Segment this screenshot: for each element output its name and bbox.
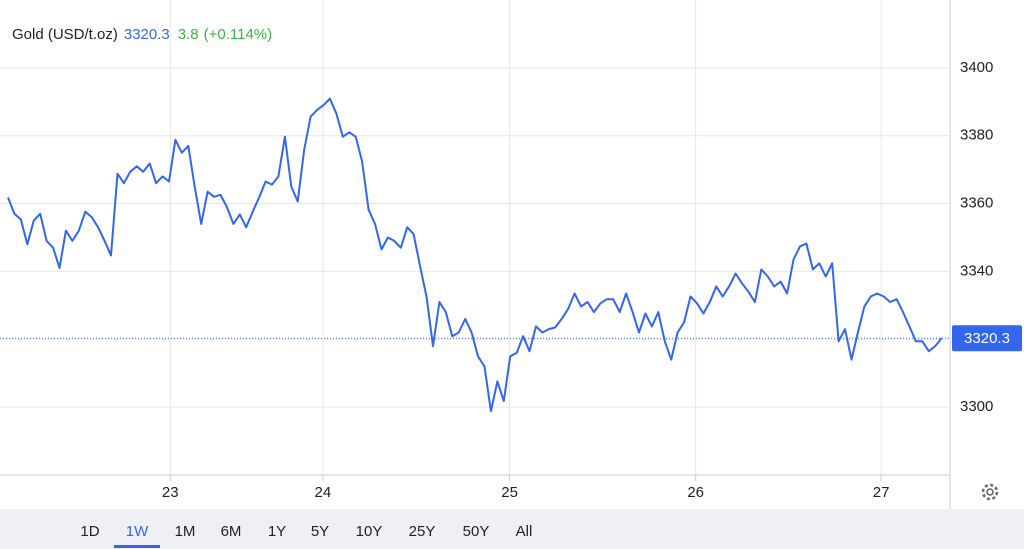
range-button[interactable]: 1D [70, 515, 110, 547]
settings-icon[interactable] [981, 483, 999, 501]
x-tick-label: 27 [873, 484, 890, 501]
range-label: 1Y [268, 523, 286, 540]
y-tick-label: 3300 [960, 398, 993, 415]
range-label: 1W [126, 523, 149, 540]
range-label: 10Y [356, 523, 383, 540]
range-label: 25Y [409, 523, 436, 540]
range-button[interactable]: 1Y [257, 515, 297, 547]
range-label: 1D [80, 523, 99, 540]
x-tick-label: 26 [687, 484, 704, 501]
range-label: All [516, 523, 533, 540]
range-label: 50Y [463, 523, 490, 540]
last-value: 3320.3 [124, 26, 170, 43]
range-label: 5Y [311, 523, 329, 540]
range-button[interactable]: 50Y [456, 515, 496, 547]
range-button[interactable]: 10Y [349, 515, 389, 547]
x-tick-label: 25 [501, 484, 518, 501]
last-value-label: 3320.3 [964, 330, 1010, 347]
title: Gold (USD/t.oz) [12, 26, 118, 43]
range-label: 1M [175, 523, 196, 540]
chart-title: Gold (USD/t.oz) 3320.3 3.8 (+0.114%) [12, 26, 272, 43]
range-button[interactable]: 1M [165, 515, 205, 547]
change: 3.8 [178, 26, 199, 43]
range-button[interactable]: 25Y [402, 515, 442, 547]
range-bar [0, 509, 1024, 549]
range-label: 6M [221, 523, 242, 540]
y-tick-label: 3380 [960, 127, 993, 144]
y-tick-label: 3400 [960, 59, 993, 76]
range-button[interactable]: 5Y [300, 515, 340, 547]
x-tick-label: 24 [315, 484, 332, 501]
range-button[interactable]: 6M [211, 515, 251, 547]
y-tick-label: 3340 [960, 262, 993, 279]
last-value-badge [952, 325, 1022, 352]
range-button[interactable]: All [504, 515, 544, 547]
x-tick-label: 23 [162, 484, 179, 501]
y-tick-label: 3360 [960, 195, 993, 212]
change-percent: (+0.114%) [204, 26, 273, 43]
range-button[interactable]: 1W [114, 515, 160, 548]
price-line [7, 97, 943, 413]
range-selected-underline [114, 545, 160, 548]
